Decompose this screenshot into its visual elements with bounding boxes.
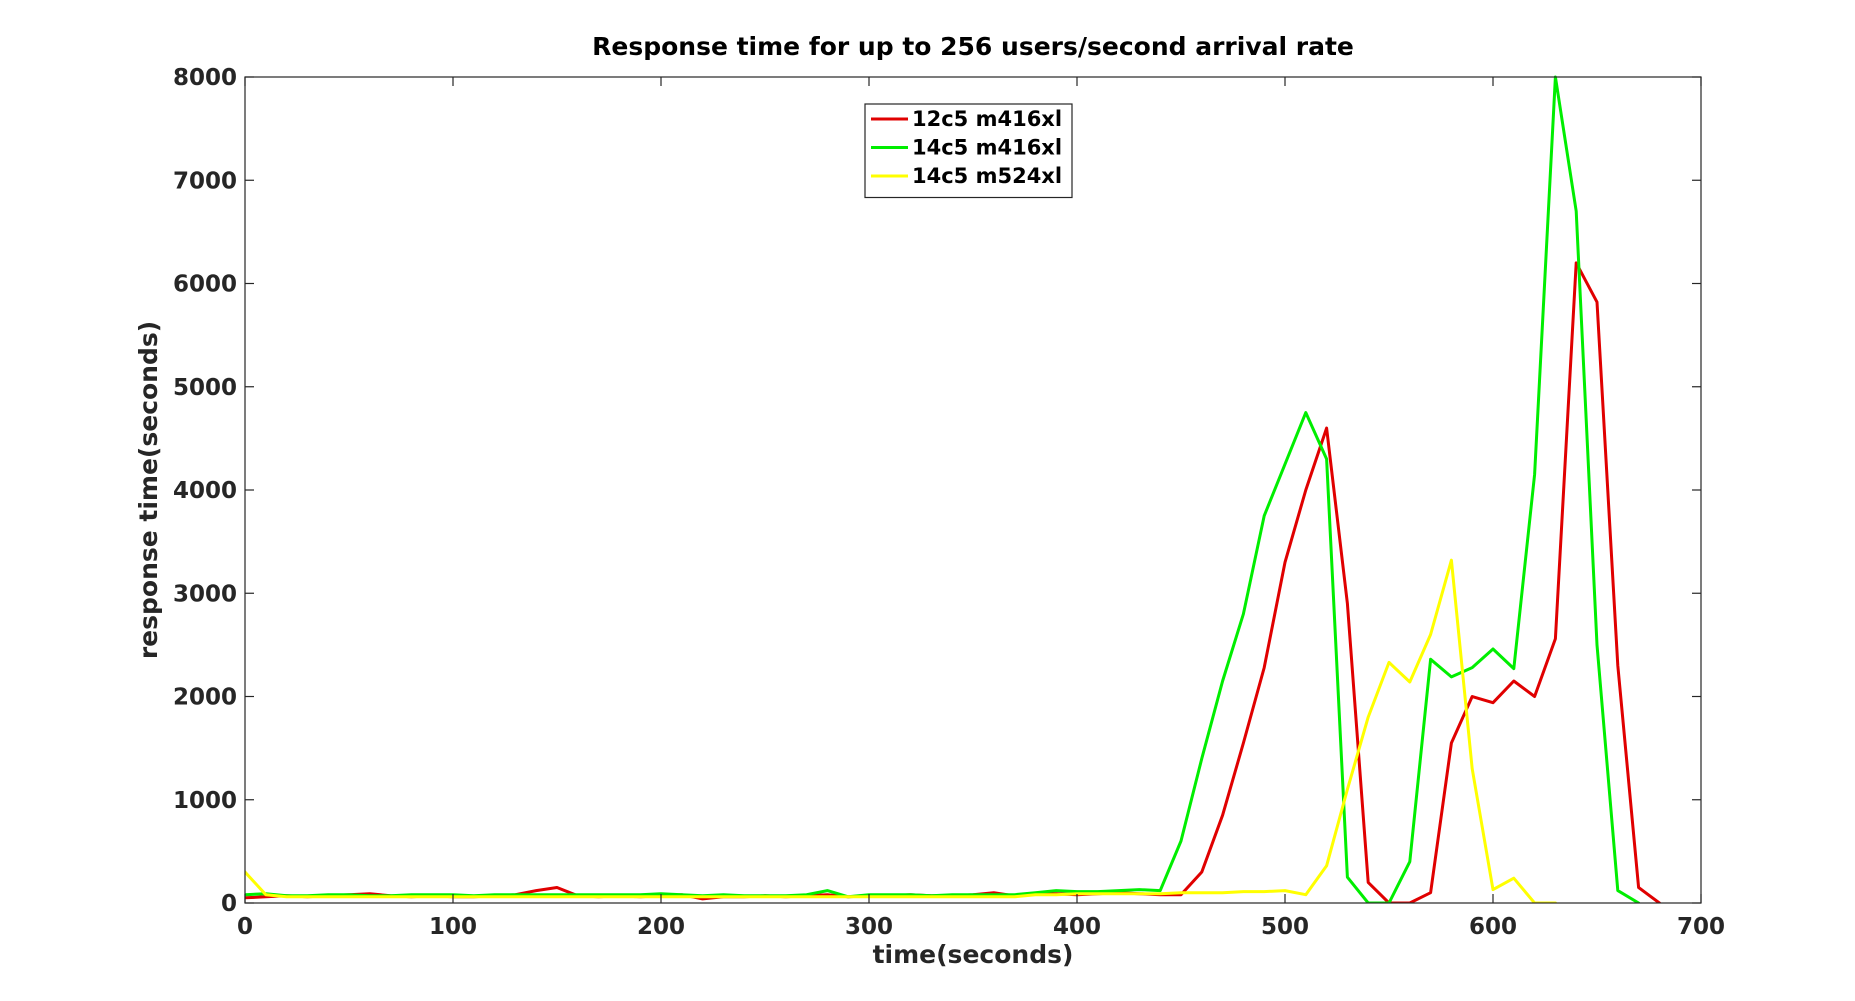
axis-ticks: 0 100 200 300 400 500 600 700010002000300040005… xyxy=(173,65,1725,940)
legend-label-2: 14c5 m416xl xyxy=(912,136,1062,160)
chart-title: Response time for up to 256 users/second… xyxy=(592,32,1354,61)
legend-label-3: 14c5 m524xl xyxy=(912,164,1062,188)
y-tick-label: 3000 xyxy=(173,581,237,607)
series-line-3 xyxy=(245,558,1557,903)
y-tick-label: 5000 xyxy=(173,375,237,401)
x-tick-label: 100 xyxy=(429,914,477,940)
plot-background xyxy=(245,77,1701,903)
x-tick-label: 500 xyxy=(1261,914,1309,940)
legend-label-1: 12c5 m416xl xyxy=(912,107,1062,131)
plot-area xyxy=(244,75,1702,904)
y-tick-label: 1000 xyxy=(173,788,237,814)
x-axis-label: time(seconds) xyxy=(873,940,1074,969)
legend: 12c5 m416xl 14c5 m416xl 14c5 m524xl xyxy=(864,103,1073,199)
x-tick-label: 700 xyxy=(1677,914,1725,940)
y-tick-label: 4000 xyxy=(173,478,237,504)
x-tick-label: 0 xyxy=(237,914,253,940)
x-tick-label: 200 xyxy=(637,914,685,940)
series-group xyxy=(245,75,1661,903)
y-tick-label: 6000 xyxy=(173,272,237,298)
y-tick-label: 2000 xyxy=(173,685,237,711)
x-tick-label: 300 xyxy=(845,914,893,940)
y-tick-label: 8000 xyxy=(173,65,237,91)
y-axis-label: response time(seconds) xyxy=(134,321,163,659)
y-tick-label: 7000 xyxy=(173,168,237,194)
x-tick-label: 600 xyxy=(1469,914,1517,940)
x-tick-label: 400 xyxy=(1053,914,1101,940)
y-tick-label: 0 xyxy=(221,891,237,917)
